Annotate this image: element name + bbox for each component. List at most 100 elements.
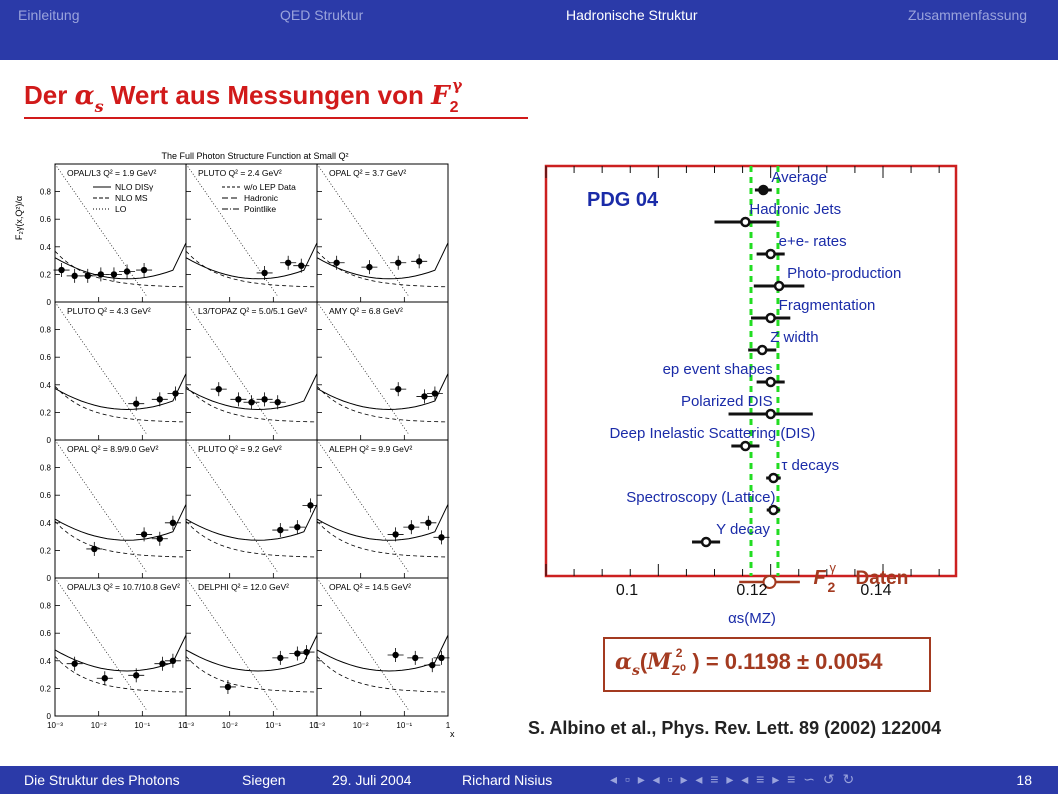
data-marker <box>84 272 91 280</box>
nav-section-hadronisch[interactable]: Hadronische Struktur <box>566 7 698 23</box>
x-tick-label: 10⁻³ <box>47 721 63 730</box>
result-box: αs(MZ⁰2) = 0.1198 ± 0.0054 <box>603 637 931 692</box>
panel-label: PLUTO Q² = 9.2 GeV² <box>198 444 282 454</box>
panel-label: ALEPH Q² = 9.9 GeV² <box>329 444 413 454</box>
data-marker <box>294 523 301 531</box>
point-label: Υ decay <box>716 521 770 538</box>
data-marker <box>58 266 65 274</box>
data-marker <box>101 675 108 682</box>
nlo-curve <box>316 242 449 280</box>
y-tick-label: 0.6 <box>40 629 52 638</box>
beamer-navigation-icons[interactable]: ◂ ▫ ▸ ◂ ▫ ▸ ◂ ≡ ▸ ◂ ≡ ▸ ≡ ∽ ↺ ↻ <box>610 771 857 787</box>
panel-label: OPAL/L3 Q² = 10.7/10.8 GeV² <box>67 582 180 592</box>
nav-section-qed[interactable]: QED Struktur <box>280 7 364 23</box>
legend-entry: w/o LEP Data <box>243 182 296 192</box>
structure-function-panel: 0 0.2 0.4 0.6 0.8 OPAL/L3 Q² = 1.9 GeV² <box>40 163 187 307</box>
y-tick-label: 0.6 <box>40 491 52 500</box>
data-marker <box>412 654 419 662</box>
data-marker <box>284 259 292 266</box>
data-point-row: Deep Inelastic Scattering (DIS) <box>609 425 815 452</box>
data-point-row: τ decays <box>766 457 839 484</box>
data-marker <box>438 534 445 541</box>
panel-label: DELPHI Q² = 12.0 GeV² <box>198 582 289 592</box>
footer-talk-title: Die Struktur des Photons <box>24 772 180 788</box>
y-tick-label: 0.4 <box>40 243 52 252</box>
nlo-curve <box>185 504 318 541</box>
point-label: Average <box>771 169 827 186</box>
data-marker <box>97 271 105 278</box>
data-point-row: Fragmentation <box>751 297 876 324</box>
panel-label: OPAL Q² = 3.7 GeV² <box>329 168 406 178</box>
hadronic-curve <box>185 521 318 558</box>
y-tick-label: 0.8 <box>40 464 52 473</box>
figure-title: The Full Photon Structure Function at Sm… <box>161 151 348 161</box>
hadronic-curve <box>316 656 449 693</box>
nav-section-zusammenfassung[interactable]: Zusammenfassung <box>908 7 1028 23</box>
data-marker <box>307 502 314 509</box>
highlight-label-sub: 2 <box>828 579 836 595</box>
data-marker <box>133 400 140 407</box>
data-marker <box>395 385 402 393</box>
panel-frame <box>185 301 318 441</box>
data-marker <box>298 262 305 269</box>
nlo-curve <box>185 373 318 411</box>
x-tick-label: 10⁻² <box>353 721 369 730</box>
data-marker <box>429 661 436 669</box>
x-tick-label: 10⁻¹ <box>265 721 281 730</box>
data-marker <box>215 385 222 393</box>
data-marker <box>71 272 78 280</box>
hadronic-curve <box>54 250 187 288</box>
data-marker <box>159 660 166 667</box>
data-marker <box>140 266 148 274</box>
figure-ylabel: F₂γ(x,Q²)/α <box>14 196 24 240</box>
xtick-label-0: 0.1 <box>616 582 638 599</box>
structure-function-panel: 0 0.2 0.4 0.6 0.8 10⁻³ 10⁻² 10⁻¹ 1 OPAL/L3 Q² = 1… <box>40 577 189 730</box>
panel-label: PLUTO Q² = 2.4 GeV² <box>198 168 282 178</box>
x-tick-label: 10⁻² <box>222 721 238 730</box>
point-label: ep event shapes <box>663 361 773 378</box>
x-tick-label: 10⁻² <box>91 721 107 730</box>
data-marker <box>156 396 163 403</box>
footer-author: Richard Nisius <box>462 772 553 788</box>
point-label: Fragmentation <box>779 297 876 314</box>
structure-function-panel: ALEPH Q² = 9.9 GeV² <box>316 439 450 579</box>
y-tick-label: 0.2 <box>40 546 52 555</box>
y-tick-label: 0 <box>47 436 52 445</box>
data-marker <box>765 312 776 324</box>
hadronic-curve <box>185 386 318 423</box>
structure-function-panel: PLUTO Q² = 2.4 GeV² <box>185 163 318 303</box>
panel-label: OPAL Q² = 14.5 GeV² <box>329 582 411 592</box>
data-marker <box>156 535 163 542</box>
structure-function-figure: The Full Photon Structure Function at Sm… <box>14 151 455 739</box>
data-marker <box>768 472 779 484</box>
data-marker <box>133 672 140 679</box>
data-marker <box>431 390 439 397</box>
y-tick-label: 0.2 <box>40 408 52 417</box>
nlo-curve <box>316 373 449 411</box>
x-tick-label: 1 <box>446 721 451 730</box>
data-marker <box>274 399 281 406</box>
data-marker <box>303 648 310 656</box>
hadronic-curve <box>54 656 187 693</box>
panel-label: OPAL/L3 Q² = 1.9 GeV² <box>67 168 157 178</box>
data-marker <box>700 536 712 548</box>
x-tick-label: 1 <box>184 721 189 730</box>
point-label: Spectroscopy (Lattice) <box>626 489 775 506</box>
hadronic-curve <box>54 386 187 423</box>
data-marker <box>224 683 232 691</box>
data-marker <box>333 259 340 266</box>
data-point-row: ep event shapes <box>663 361 785 388</box>
nav-section-einleitung[interactable]: Einleitung <box>18 7 80 23</box>
footer-bar: Die Struktur des Photons Siegen 29. Juli… <box>0 766 1058 794</box>
data-marker <box>140 531 148 538</box>
data-marker <box>408 523 415 531</box>
panel-label: AMY Q² = 6.8 GeV² <box>329 306 403 316</box>
y-tick-label: 0 <box>47 298 52 307</box>
data-marker <box>366 263 373 271</box>
x-axis-label: αs(MZ) <box>728 610 776 627</box>
y-tick-label: 0.2 <box>40 270 52 279</box>
data-point-row: Polarized DIS <box>681 393 813 420</box>
point-label: e+e- rates <box>779 233 847 250</box>
y-tick-label: 0.6 <box>40 215 52 224</box>
